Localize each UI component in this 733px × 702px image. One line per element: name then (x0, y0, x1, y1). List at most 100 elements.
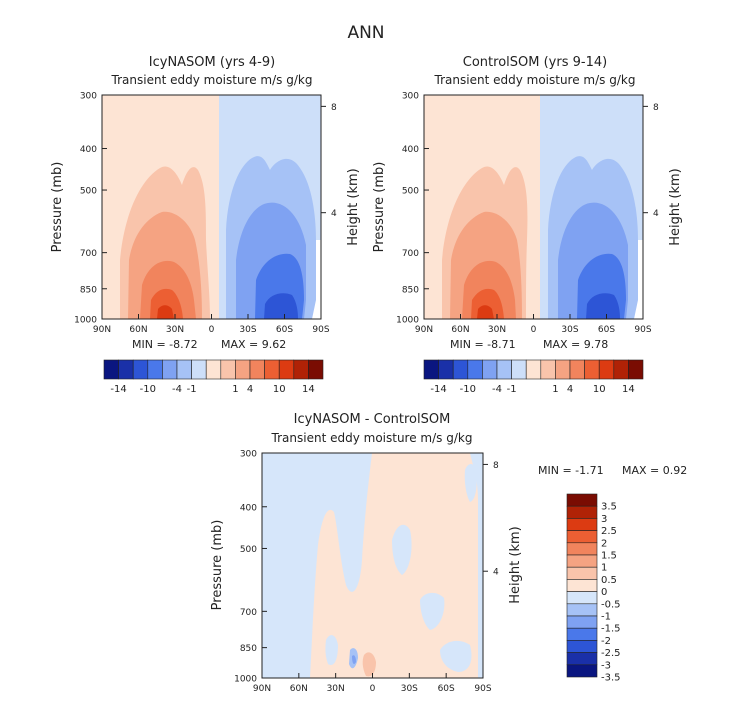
x-tick-label: 0 (531, 325, 537, 335)
colorbar-swatch (628, 359, 644, 380)
panel-c-ylabel: Pressure (mb) (210, 520, 225, 611)
y-tick-label: 300 (240, 450, 257, 460)
panel-b-field (424, 95, 643, 319)
y-tick-label: 850 (80, 285, 97, 295)
panel-b-title: ControlSOM (yrs 9-14) (463, 55, 607, 70)
x-tick-label: 30S (401, 684, 418, 694)
panel-a-ticks: 90N 60N 30N 0 30S 60S 90S 300 400 500 700 850 1000 8 4 (74, 92, 337, 336)
colorbar-label: 4 (247, 384, 253, 395)
colorbar-swatch (569, 359, 585, 380)
colorbar-swatch (566, 518, 598, 531)
colorbar-swatch (293, 359, 309, 380)
colorbar-swatch (103, 359, 119, 380)
colorbar-swatch (566, 615, 598, 629)
colorbar-label: 2.5 (601, 526, 617, 537)
y-tick-label: 400 (402, 145, 419, 155)
panel-b-contour-neg-4 (586, 293, 620, 319)
colorbar-swatch (566, 554, 598, 568)
y2-tick-label: 8 (653, 103, 659, 113)
colorbar-swatch (566, 505, 598, 519)
colorbar-label: 0.5 (601, 575, 617, 586)
y2-tick-label: 4 (653, 209, 659, 219)
colorbar-swatch (566, 530, 598, 544)
colorbar-label: -0.5 (601, 599, 621, 610)
colorbar-label: -14 (110, 384, 126, 395)
colorbar-swatch (191, 359, 207, 380)
colorbar-swatch (566, 640, 598, 653)
y-tick-label: 700 (402, 249, 419, 259)
x-tick-label: 60N (451, 325, 469, 335)
x-tick-label: 60S (438, 684, 455, 694)
y-tick-label: 700 (240, 608, 257, 618)
colorbar-swatch (566, 664, 598, 678)
colorbar-label: 1.5 (601, 551, 617, 562)
colorbar-swatch (511, 359, 527, 380)
colorbar-label: -3.5 (601, 673, 621, 684)
panel-b-min: MIN = -8.71 (450, 338, 516, 351)
colorbar-swatch (176, 359, 192, 380)
colorbar-label: -2.5 (601, 648, 621, 659)
panel-icynasom: IcyNASOM (yrs 4-9) Transient eddy moistu… (50, 55, 361, 395)
panel-c-contour-neg-3 (440, 640, 472, 672)
panel-c-max: MAX = 0.92 (622, 464, 687, 477)
colorbar-swatch (566, 627, 598, 641)
colorbar-swatch (467, 359, 483, 380)
x-tick-label: 90N (93, 325, 111, 335)
colorbar-label: -2 (601, 636, 611, 647)
colorbar-swatch (566, 566, 598, 580)
panel-a-ylabel: Pressure (mb) (50, 162, 65, 253)
colorbar-label: -10 (140, 384, 156, 395)
panel-b-y2label: Height (km) (668, 168, 683, 245)
colorbar-swatch (423, 359, 439, 380)
colorbar-swatch (566, 579, 598, 592)
panel-a-subtitle: Transient eddy moisture m/s g/kg (111, 73, 313, 87)
colorbar-label: -1 (187, 384, 197, 395)
x-tick-label: 90S (474, 684, 491, 694)
colorbar-swatch (482, 359, 498, 380)
panel-difference: IcyNASOM - ControlSOM Transient eddy moi… (210, 412, 687, 694)
panel-c-field (262, 453, 483, 678)
panel-c-contour-neg-1 (392, 524, 412, 575)
x-tick-label: 0 (370, 684, 376, 694)
y-tick-label: 850 (402, 285, 419, 295)
colorbar-swatch (566, 542, 598, 556)
x-tick-label: 0 (209, 325, 215, 335)
x-tick-label: 90N (253, 684, 271, 694)
panel-c-contour-neg-2 (420, 592, 445, 630)
panel-a-min: MIN = -8.72 (132, 338, 198, 351)
x-tick-label: 60N (129, 325, 147, 335)
panel-b-colorbar: -14 -10 -4 -1 1 4 10 14 (423, 359, 644, 395)
y2-tick-label: 4 (493, 568, 499, 578)
panel-a-contour-pos-5 (157, 305, 174, 319)
colorbar-swatch (566, 603, 598, 617)
colorbar-swatch (525, 359, 542, 380)
colorbar-label: 10 (273, 384, 286, 395)
panel-b-ticks: 90N 60N 30N 0 30S 60S 90S 300 400 500 700 850 1000 8 4 (396, 92, 659, 336)
colorbar-swatch (162, 359, 178, 380)
x-tick-label: 60S (598, 325, 615, 335)
x-tick-label: 90S (312, 325, 329, 335)
panel-b-max: MAX = 9.78 (543, 338, 608, 351)
panel-c-contour-neg-7 (464, 464, 477, 502)
y-tick-label: 500 (240, 545, 257, 555)
panel-c-ticks: 90N 60N 30N 0 30S 60S 90S 300 400 500 700 850 1000 8 4 (234, 450, 499, 695)
panel-c-colorbar: 3.532.52 1.510.50-0.5 -1-1.5-2-2.5-3 -3.5 (566, 493, 621, 684)
panel-c-title: IcyNASOM - ControlSOM (294, 412, 451, 427)
x-tick-label: 60S (276, 325, 293, 335)
colorbar-swatch (220, 359, 236, 380)
colorbar-swatch (584, 359, 600, 380)
colorbar-swatch (613, 359, 629, 380)
panel-a-max: MAX = 9.62 (221, 338, 286, 351)
panel-b-ylabel: Pressure (mb) (372, 162, 387, 253)
x-tick-label: 30N (488, 325, 506, 335)
colorbar-swatch (278, 359, 295, 380)
colorbar-swatch (555, 359, 571, 380)
colorbar-label: 3.5 (601, 502, 617, 513)
colorbar-label: 4 (567, 384, 573, 395)
x-tick-label: 30N (166, 325, 184, 335)
y2-tick-label: 8 (493, 461, 499, 471)
colorbar-label: -4 (172, 384, 182, 395)
colorbar-label: -14 (430, 384, 446, 395)
colorbar-swatch (496, 359, 512, 380)
colorbar-swatch (132, 359, 149, 380)
